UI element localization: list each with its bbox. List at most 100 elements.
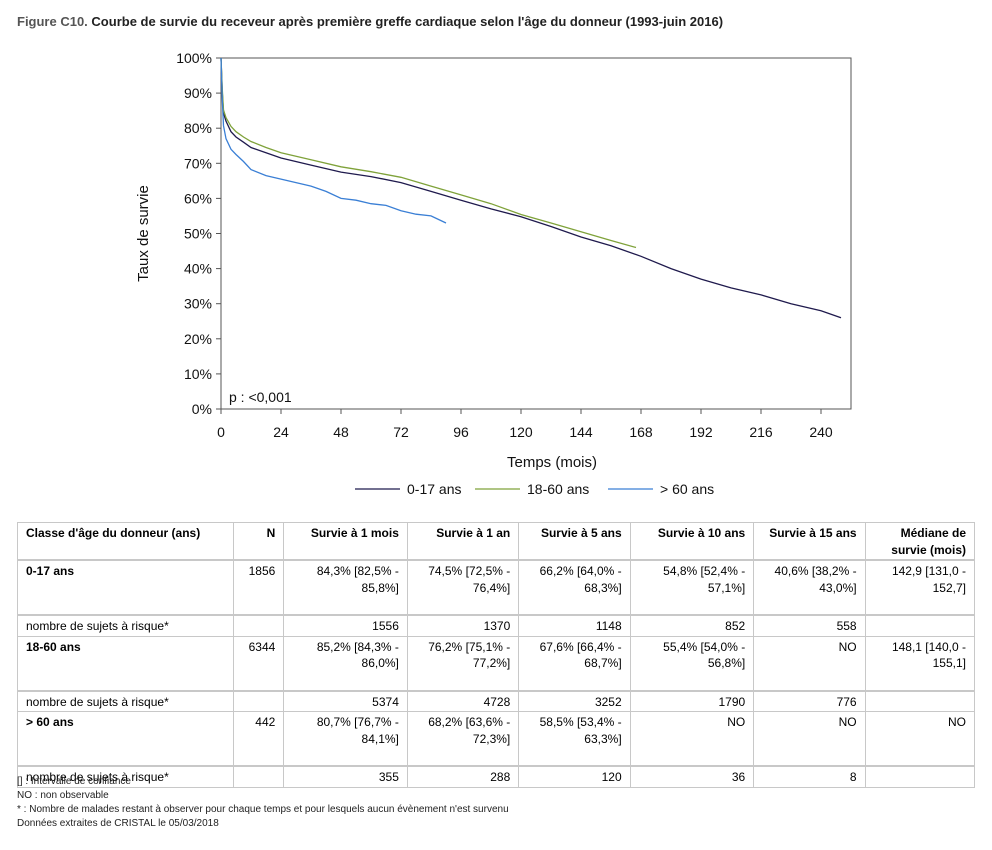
table-cell: 5374 bbox=[283, 689, 408, 712]
row-label: nombre de sujets à risque* bbox=[17, 614, 234, 637]
column-header: N bbox=[232, 522, 285, 561]
table-cell: 1148 bbox=[518, 614, 631, 637]
table-cell: 85,2% [84,3% - 86,0%] bbox=[283, 635, 408, 691]
column-header: Survie à 10 ans bbox=[629, 522, 755, 561]
table-cell: 355 bbox=[283, 765, 408, 788]
figure-title: Figure C10. Courbe de survie du receveur… bbox=[17, 14, 723, 29]
table-cell: 58,5% [53,4% - 63,3%] bbox=[518, 711, 631, 767]
table-cell: 67,6% [66,4% - 68,7%] bbox=[518, 635, 631, 691]
table-row-at-risk: nombre de sujets à risque* 5374 4728 3252 17… bbox=[17, 689, 976, 712]
table-cell: 1856 bbox=[232, 559, 285, 616]
legend-label: 18-60 ans bbox=[527, 481, 589, 497]
table-cell: 84,3% [82,5% - 85,8%] bbox=[283, 559, 408, 616]
x-tick-label: 96 bbox=[453, 424, 469, 440]
x-tick-label: 240 bbox=[809, 424, 833, 440]
footnotes: [] : Intervalle de confiance NO : non ob… bbox=[17, 775, 509, 831]
table-cell: 3252 bbox=[518, 689, 631, 712]
x-tick-label: 0 bbox=[217, 424, 225, 440]
table-row-age-class: 0-17 ans 1856 84,3% [82,5% - 85,8%] 74,5% [… bbox=[17, 559, 976, 616]
series-line bbox=[220, 57, 842, 319]
table-cell bbox=[232, 689, 285, 712]
footnote: * : Nombre de malades restant à observer… bbox=[17, 804, 509, 815]
survival-table: Classe d'âge du donneur (ans) N Survie à 1… bbox=[17, 522, 976, 788]
table-cell: 66,2% [64,0% - 68,3%] bbox=[518, 559, 631, 616]
y-tick-label: 50% bbox=[184, 226, 212, 242]
table-cell: NO bbox=[753, 635, 866, 691]
row-label: nombre de sujets à risque* bbox=[17, 765, 234, 788]
table-cell: 776 bbox=[753, 689, 866, 712]
table-cell: 6344 bbox=[232, 635, 285, 691]
x-tick-label: 192 bbox=[689, 424, 713, 440]
table-cell: 36 bbox=[629, 765, 755, 788]
table-cell: 74,5% [72,5% - 76,4%] bbox=[406, 559, 520, 616]
table-cell: 120 bbox=[518, 765, 631, 788]
table-cell: 68,2% [63,6% - 72,3%] bbox=[406, 711, 520, 767]
y-tick-label: 10% bbox=[184, 366, 212, 382]
y-tick-label: 60% bbox=[184, 190, 212, 206]
x-tick-label: 168 bbox=[629, 424, 653, 440]
table-cell: 852 bbox=[629, 614, 755, 637]
table-cell: 40,6% [38,2% - 43,0%] bbox=[753, 559, 866, 616]
row-label: 18-60 ans bbox=[17, 635, 234, 691]
series-line bbox=[220, 57, 637, 249]
figure-title-text: Courbe de survie du receveur après premi… bbox=[91, 14, 724, 29]
table-cell: NO bbox=[753, 711, 866, 767]
table-cell: 1370 bbox=[406, 614, 520, 637]
x-tick-label: 72 bbox=[393, 424, 409, 440]
table-cell: 1790 bbox=[629, 689, 755, 712]
table-cell: NO bbox=[864, 711, 976, 767]
table-cell: 288 bbox=[406, 765, 520, 788]
table-cell bbox=[864, 765, 976, 788]
y-tick-label: 30% bbox=[184, 296, 212, 312]
row-label: 0-17 ans bbox=[17, 559, 234, 616]
column-header: Survie à 1 mois bbox=[283, 522, 408, 561]
table-cell: 8 bbox=[753, 765, 866, 788]
table-cell: 148,1 [140,0 - 155,1] bbox=[864, 635, 976, 691]
y-axis-label: Taux de survie bbox=[135, 185, 152, 282]
series-line bbox=[220, 57, 447, 224]
column-header: Survie à 15 ans bbox=[753, 522, 866, 561]
y-tick-label: 70% bbox=[184, 155, 212, 171]
footnote: NO : non observable bbox=[17, 790, 109, 801]
table-cell: 54,8% [52,4% - 57,1%] bbox=[629, 559, 755, 616]
legend-label: > 60 ans bbox=[660, 481, 714, 497]
table-row-at-risk: nombre de sujets à risque* 355 288 120 36 8 bbox=[17, 765, 976, 788]
row-label: > 60 ans bbox=[17, 711, 234, 767]
table-row-age-class: 18-60 ans 6344 85,2% [84,3% - 86,0%] 76,2% … bbox=[17, 635, 976, 691]
column-header: Classe d'âge du donneur (ans) bbox=[17, 522, 234, 561]
row-label: nombre de sujets à risque* bbox=[17, 689, 234, 712]
table-cell: 1556 bbox=[283, 614, 408, 637]
y-tick-label: 100% bbox=[176, 50, 212, 66]
x-tick-label: 48 bbox=[333, 424, 349, 440]
plot-frame bbox=[220, 57, 852, 410]
x-tick-label: 144 bbox=[569, 424, 593, 440]
x-tick-label: 216 bbox=[749, 424, 773, 440]
table-cell bbox=[864, 689, 976, 712]
figure-label: Figure C10. bbox=[17, 14, 88, 29]
table-cell: 142,9 [131,0 - 152,7] bbox=[864, 559, 976, 616]
table-cell: 80,7% [76,7% - 84,1%] bbox=[283, 711, 408, 767]
table-cell: 558 bbox=[753, 614, 866, 637]
table-cell bbox=[232, 614, 285, 637]
x-tick-label: 120 bbox=[509, 424, 533, 440]
table-cell: 442 bbox=[232, 711, 285, 767]
table-cell: 76,2% [75,1% - 77,2%] bbox=[406, 635, 520, 691]
table-row-at-risk: nombre de sujets à risque* 1556 1370 1148 85… bbox=[17, 614, 976, 637]
table-cell bbox=[864, 614, 976, 637]
table-row-age-class: > 60 ans 442 80,7% [76,7% - 84,1%] 68,2% [6… bbox=[17, 711, 976, 767]
table-cell: NO bbox=[629, 711, 755, 767]
column-header: Survie à 5 ans bbox=[518, 522, 631, 561]
x-axis-label: Temps (mois) bbox=[507, 454, 597, 471]
x-tick-label: 24 bbox=[273, 424, 289, 440]
p-value-annotation: p : <0,001 bbox=[229, 389, 292, 405]
table-header-row: Classe d'âge du donneur (ans) N Survie à 1… bbox=[17, 522, 976, 561]
footnote: Données extraites de CRISTAL le 05/03/20… bbox=[17, 818, 219, 829]
legend-label: 0-17 ans bbox=[407, 481, 461, 497]
survival-chart: 0% 10% 20% 30% 40% 50% 60% 70% 80% 90% 100% 0 24 48 72… bbox=[135, 50, 852, 497]
table-cell: 55,4% [54,0% - 56,8%] bbox=[629, 635, 755, 691]
table-cell: 4728 bbox=[406, 689, 520, 712]
column-header: Survie à 1 an bbox=[406, 522, 520, 561]
y-tick-label: 90% bbox=[184, 85, 212, 101]
footnote: [] : Intervalle de confiance bbox=[17, 776, 131, 787]
y-tick-label: 20% bbox=[184, 331, 212, 347]
